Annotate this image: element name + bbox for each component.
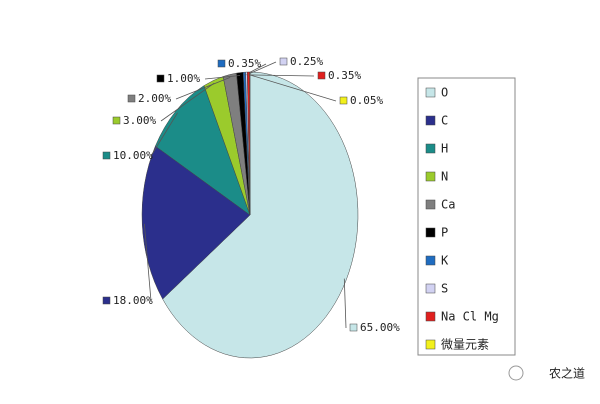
data-label: 2.00% <box>138 92 171 105</box>
legend-label: S <box>441 282 448 296</box>
watermark: 农之道 <box>549 367 585 381</box>
data-label: 0.25% <box>290 55 323 68</box>
legend-label: Na Cl Mg <box>441 310 499 324</box>
legend-swatch <box>426 88 435 97</box>
legend-swatch <box>426 172 435 181</box>
label-swatch <box>350 324 357 331</box>
legend-label: P <box>441 226 448 240</box>
label-swatch <box>157 75 164 82</box>
data-label: 0.35% <box>328 69 361 82</box>
data-label: 65.00% <box>360 321 400 334</box>
legend-label: H <box>441 142 448 156</box>
label-swatch <box>340 97 347 104</box>
legend-label: 微量元素 <box>441 338 489 352</box>
data-label: 10.00% <box>113 149 153 162</box>
legend-label: K <box>441 254 449 268</box>
data-label: 1.00% <box>167 72 200 85</box>
legend-swatch <box>426 256 435 265</box>
legend-label: Ca <box>441 198 455 212</box>
label-swatch <box>103 152 110 159</box>
legend-swatch <box>426 284 435 293</box>
data-label: 18.00% <box>113 294 153 307</box>
label-swatch <box>318 72 325 79</box>
legend-swatch <box>426 144 435 153</box>
watermark-icon <box>509 366 523 380</box>
legend-swatch <box>426 340 435 349</box>
label-swatch <box>218 60 225 67</box>
leader-line <box>344 279 346 328</box>
legend-swatch <box>426 312 435 321</box>
data-label: 0.35% <box>228 57 261 70</box>
legend-swatch <box>426 228 435 237</box>
label-swatch <box>280 58 287 65</box>
data-label: 0.05% <box>350 94 383 107</box>
legend-swatch <box>426 200 435 209</box>
legend-label: C <box>441 114 448 128</box>
data-label: 3.00% <box>123 114 156 127</box>
label-swatch <box>113 117 120 124</box>
legend-label: O <box>441 86 448 100</box>
label-swatch <box>103 297 110 304</box>
label-swatch <box>128 95 135 102</box>
legend-swatch <box>426 116 435 125</box>
legend-label: N <box>441 170 448 184</box>
